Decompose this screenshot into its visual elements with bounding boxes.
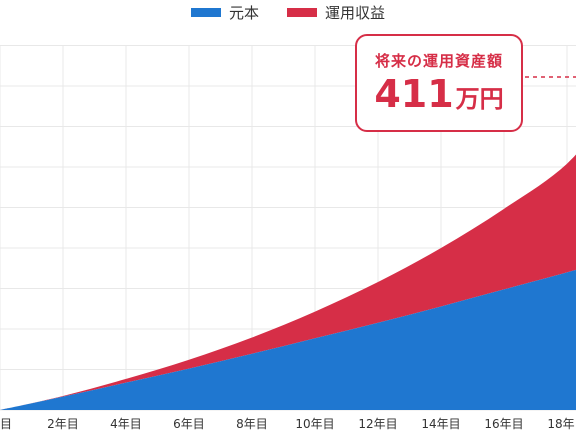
x-tick-label: 8年目 — [236, 417, 268, 430]
x-tick-label: 16年目 — [484, 417, 523, 430]
legend-swatch-returns — [287, 7, 317, 17]
callout-unit: 万円 — [455, 85, 504, 113]
area-principal — [0, 269, 576, 410]
x-tick-label: 4年目 — [110, 417, 142, 430]
callout-value: 411 — [374, 72, 454, 116]
legend-label-principal: 元本 — [228, 3, 259, 22]
x-tick-label: 10年目 — [295, 417, 334, 430]
future-asset-callout: 将来の運用資産額 411万円 — [355, 34, 523, 132]
callout-label: 将来の運用資産額 — [374, 52, 503, 70]
legend: 元本 運用収益 — [0, 0, 576, 24]
legend-item-returns: 運用収益 — [287, 2, 385, 23]
legend-swatch-principal — [190, 7, 221, 17]
x-tick-label: 目 — [0, 417, 12, 430]
area-returns — [0, 154, 576, 410]
legend-item-principal: 元本 — [190, 2, 259, 23]
x-tick-label: 2年目 — [47, 417, 79, 430]
x-tick-label: 6年目 — [173, 417, 205, 430]
x-axis-tick-labels: 目 2年目 4年目 6年目 8年目 10年目 12年目 14年目 16年目 18年目 — [0, 417, 576, 430]
legend-label-returns: 運用収益 — [325, 3, 386, 22]
area-series — [0, 154, 576, 410]
callout-value-row: 411万円 — [357, 75, 521, 113]
x-tick-label: 12年目 — [358, 417, 397, 430]
x-tick-label: 14年目 — [421, 417, 460, 430]
x-tick-label: 18年目 — [547, 417, 576, 430]
